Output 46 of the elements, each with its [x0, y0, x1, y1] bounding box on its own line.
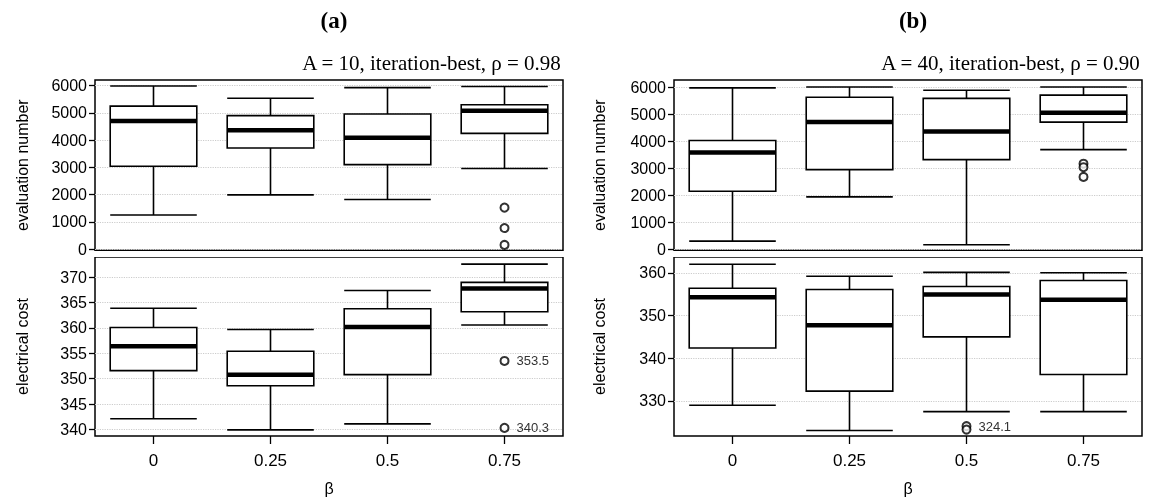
x-axis-title: β [324, 479, 334, 497]
y-axis-title: electrical cost [590, 297, 608, 395]
y-tick-label: 3000 [51, 158, 88, 176]
y-axis-title: evaluation number [590, 98, 608, 231]
y-tick-label: 340 [60, 420, 88, 438]
annotation: 324.1 [978, 418, 1012, 434]
chart-title: (a) [320, 8, 348, 33]
x-tick-label: 0 [727, 451, 738, 470]
y-tick-label: 1000 [51, 213, 88, 231]
y-tick-label: 4000 [51, 131, 88, 149]
y-tick-label: 360 [60, 319, 88, 337]
y-tick-label: 3000 [630, 159, 667, 177]
y-tick-label: 0 [78, 240, 88, 258]
y-tick-label: 330 [639, 392, 667, 410]
y-tick-label: 5000 [51, 104, 88, 122]
chart-title: (b) [898, 8, 928, 33]
x-tick-label: 0.75 [487, 451, 522, 470]
annotation: 340.3 [516, 420, 550, 436]
y-tick-label: 345 [60, 395, 88, 413]
y-axis-title: evaluation number [13, 98, 31, 231]
y-tick-label: 355 [60, 344, 88, 362]
x-tick-label: 0.5 [375, 451, 400, 470]
y-axis-title: electrical cost [13, 297, 31, 395]
y-tick-label: 5000 [630, 105, 667, 123]
y-tick-label: 350 [639, 307, 667, 325]
y-tick-label: 360 [639, 264, 667, 282]
x-tick-label: 0.25 [832, 451, 867, 470]
y-tick-label: 1000 [630, 213, 667, 231]
chart-subtitle: A = 40, iteration-best, ρ = 0.90 [881, 50, 1140, 75]
annotation: 353.5 [516, 353, 550, 369]
x-tick-label: 0 [148, 451, 159, 470]
x-tick-label: 0.25 [253, 451, 288, 470]
y-tick-label: 6000 [630, 78, 667, 96]
x-tick-label: 0.75 [1066, 451, 1101, 470]
y-tick-label: 370 [60, 268, 88, 286]
y-tick-label: 6000 [51, 77, 88, 95]
y-tick-label: 2000 [630, 186, 667, 204]
chart-subtitle: A = 10, iteration-best, ρ = 0.98 [302, 50, 561, 75]
x-tick-label: 0.5 [954, 451, 979, 470]
y-tick-label: 340 [639, 349, 667, 367]
y-tick-label: 4000 [630, 132, 667, 150]
y-tick-label: 365 [60, 294, 88, 312]
y-tick-label: 2000 [51, 186, 88, 204]
y-tick-label: 0 [657, 240, 667, 258]
y-tick-label: 350 [60, 370, 88, 388]
x-axis-title: β [903, 479, 913, 497]
